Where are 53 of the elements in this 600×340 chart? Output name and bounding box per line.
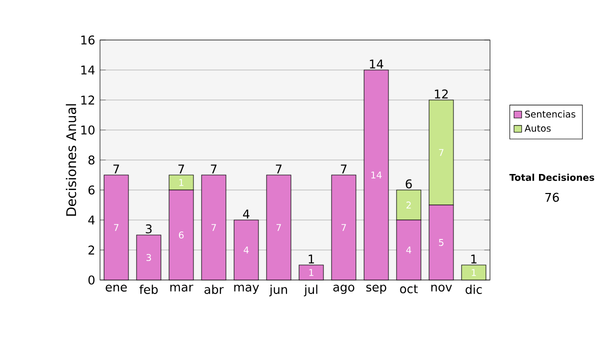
- y-tick-label: 4: [88, 216, 95, 224]
- y-axis-title: Decisiones Anual: [66, 104, 76, 216]
- data-label: 1: [179, 179, 184, 186]
- y-tick-label: 6: [88, 185, 95, 195]
- total-label: 7: [340, 164, 347, 174]
- data-label: 7: [439, 149, 444, 156]
- data-label: 4: [406, 246, 412, 254]
- y-tick-label: 16: [81, 35, 95, 45]
- y-tick-label: 8: [88, 155, 94, 165]
- total-label: 3: [146, 224, 152, 234]
- data-label: 5: [438, 239, 444, 246]
- legend-label: Sentencias: [525, 110, 576, 118]
- x-tick-label: ene: [106, 284, 127, 292]
- data-label: 6: [178, 231, 184, 239]
- data-label: 4: [244, 246, 249, 254]
- total-label: 1: [308, 254, 314, 264]
- text: Total Decisiones: [509, 174, 594, 181]
- y-tick-label: 0: [88, 275, 94, 285]
- x-tick-label: mar: [170, 284, 194, 292]
- total-label: 14: [370, 60, 384, 68]
- total-label: 7: [113, 164, 120, 174]
- data-label: 7: [114, 224, 118, 231]
- x-tick-label: feb: [139, 284, 158, 294]
- x-tick-label: abr: [204, 284, 224, 294]
- y-tick-label: 14: [81, 66, 95, 74]
- total-label: 7: [210, 164, 217, 174]
- total-label: 7: [178, 164, 184, 174]
- text: 76: [545, 192, 559, 202]
- x-tick-label: jul: [304, 284, 318, 296]
- legend-label: Autos: [524, 124, 551, 132]
- x-tick-label: sep: [366, 284, 386, 294]
- x-tick-label: ago: [333, 284, 354, 294]
- data-label: 1: [309, 269, 314, 276]
- data-label: 7: [276, 224, 281, 231]
- data-label: 1: [472, 269, 476, 276]
- y-tick-label: 2: [88, 246, 94, 254]
- total-label: 1: [471, 254, 476, 264]
- data-label: 2: [406, 202, 411, 208]
- x-tick-label: oct: [400, 284, 418, 294]
- data-label: 7: [342, 224, 346, 231]
- x-tick-label: nov: [431, 284, 452, 292]
- total-label: 12: [434, 89, 448, 98]
- x-tick-label: jun: [269, 284, 288, 296]
- y-tick-label: 12: [81, 96, 94, 104]
- x-tick-label: dic: [466, 284, 482, 294]
- total-label: 4: [243, 210, 250, 218]
- data-label: 7: [212, 224, 216, 231]
- y-tick-label: 10: [81, 125, 94, 135]
- total-label: 6: [406, 179, 412, 188]
- x-tick-label: may: [234, 284, 259, 294]
- total-label: 7: [276, 164, 282, 174]
- data-label: 3: [146, 254, 151, 262]
- data-label: 14: [371, 172, 382, 178]
